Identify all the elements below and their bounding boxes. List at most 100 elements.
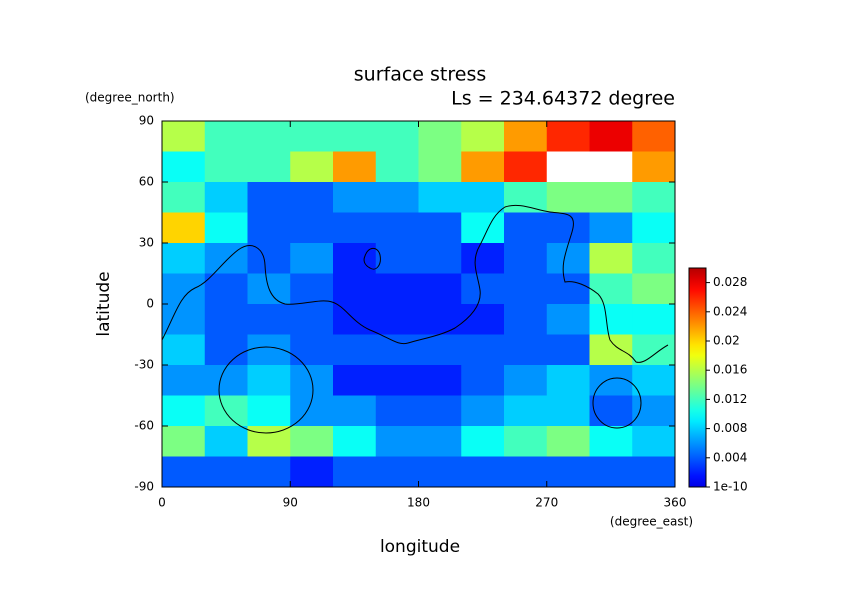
colorbar-tick-label: 0.028 xyxy=(713,275,747,289)
field-cell xyxy=(162,151,206,183)
field-cell xyxy=(504,243,548,274)
field-cell xyxy=(461,151,505,183)
field-cell xyxy=(247,426,291,457)
topography-contour xyxy=(162,204,669,363)
field-cell xyxy=(418,334,462,366)
field-cell xyxy=(632,456,675,487)
field-cell xyxy=(632,273,675,305)
field-cell xyxy=(504,151,548,183)
field-cell xyxy=(418,365,462,396)
field-cell xyxy=(504,304,548,335)
field-cell xyxy=(375,334,419,366)
field-cell xyxy=(589,456,633,487)
field-cell xyxy=(461,456,505,487)
field-cell xyxy=(290,304,334,335)
field-cell xyxy=(290,212,334,244)
field-cell xyxy=(247,395,291,427)
field-cell xyxy=(632,334,675,366)
chart-subtitle: Ls = 234.64372 degree xyxy=(451,88,675,110)
field-cell xyxy=(546,182,590,213)
field-cell xyxy=(162,334,206,366)
x-tick-label: 360 xyxy=(664,496,687,510)
field-cell xyxy=(461,426,505,457)
field-cell xyxy=(162,182,206,213)
field-cell xyxy=(290,273,334,305)
field-cell xyxy=(418,426,462,457)
field-cell xyxy=(632,426,675,457)
topography-contour xyxy=(218,346,314,434)
colorbar-tick-label: 0.004 xyxy=(713,450,747,464)
field-cell xyxy=(162,395,206,427)
field-cell xyxy=(333,243,377,274)
field-cell xyxy=(247,182,291,213)
field-cell xyxy=(461,395,505,427)
field-cell xyxy=(589,365,633,396)
field-cell xyxy=(589,334,633,366)
field-cell xyxy=(247,456,291,487)
field-cell xyxy=(546,365,590,396)
y-tick-label: 90 xyxy=(139,114,154,128)
field-cell xyxy=(204,304,248,335)
field-cell xyxy=(162,121,206,152)
field-cell xyxy=(418,121,462,152)
field-cell xyxy=(461,334,505,366)
field-cell xyxy=(632,121,675,152)
field-cell xyxy=(162,456,206,487)
field-cell xyxy=(247,243,291,274)
field-cell xyxy=(375,395,419,427)
colorbar-tick-label: 0.02 xyxy=(713,334,740,348)
field-cell xyxy=(333,426,377,457)
field-cell xyxy=(290,151,334,183)
topography-contour xyxy=(363,247,381,270)
field-cell xyxy=(204,426,248,457)
y-unit: (degree_north) xyxy=(85,91,175,105)
field-cell xyxy=(247,151,291,183)
field-cell xyxy=(461,273,505,305)
field-cell xyxy=(461,365,505,396)
field-cell xyxy=(504,426,548,457)
y-tick-label: 60 xyxy=(139,175,154,189)
field-cell xyxy=(333,151,377,183)
field-cell xyxy=(375,121,419,152)
field-cell xyxy=(461,121,505,152)
field-cell xyxy=(247,212,291,244)
field-cell xyxy=(632,395,675,427)
field-cell xyxy=(290,121,334,152)
field-cell xyxy=(546,121,590,152)
field-cell xyxy=(333,395,377,427)
field-cell xyxy=(461,243,505,274)
field-cell xyxy=(504,365,548,396)
field-cell xyxy=(290,456,334,487)
field-cell xyxy=(418,182,462,213)
y-tick-label: -60 xyxy=(134,419,154,433)
field-cell xyxy=(546,243,590,274)
field-cell xyxy=(162,273,206,305)
field-cell xyxy=(504,182,548,213)
field-cell xyxy=(546,456,590,487)
colorbar xyxy=(688,267,707,488)
field-cell xyxy=(546,304,590,335)
field-cell xyxy=(162,426,206,457)
y-tick-label: 0 xyxy=(146,297,154,311)
field-cell xyxy=(375,243,419,274)
x-tick-label: 270 xyxy=(535,496,558,510)
x-tick-label: 90 xyxy=(283,496,298,510)
field-cell xyxy=(290,334,334,366)
field-cell xyxy=(504,273,548,305)
colorbar-tick-label: 0.012 xyxy=(713,392,747,406)
field-cell xyxy=(461,304,505,335)
field-cell xyxy=(333,121,377,152)
field-cell xyxy=(589,151,633,183)
field-cell xyxy=(632,151,675,183)
field-cell xyxy=(546,334,590,366)
field-cell xyxy=(504,395,548,427)
field-cell xyxy=(504,121,548,152)
field-cell xyxy=(375,456,419,487)
field-cell xyxy=(247,365,291,396)
field-cell xyxy=(418,273,462,305)
field-cell xyxy=(204,273,248,305)
y-tick-label: 30 xyxy=(139,236,154,250)
field-cell xyxy=(290,182,334,213)
field-cell xyxy=(546,426,590,457)
field-cell xyxy=(290,243,334,274)
